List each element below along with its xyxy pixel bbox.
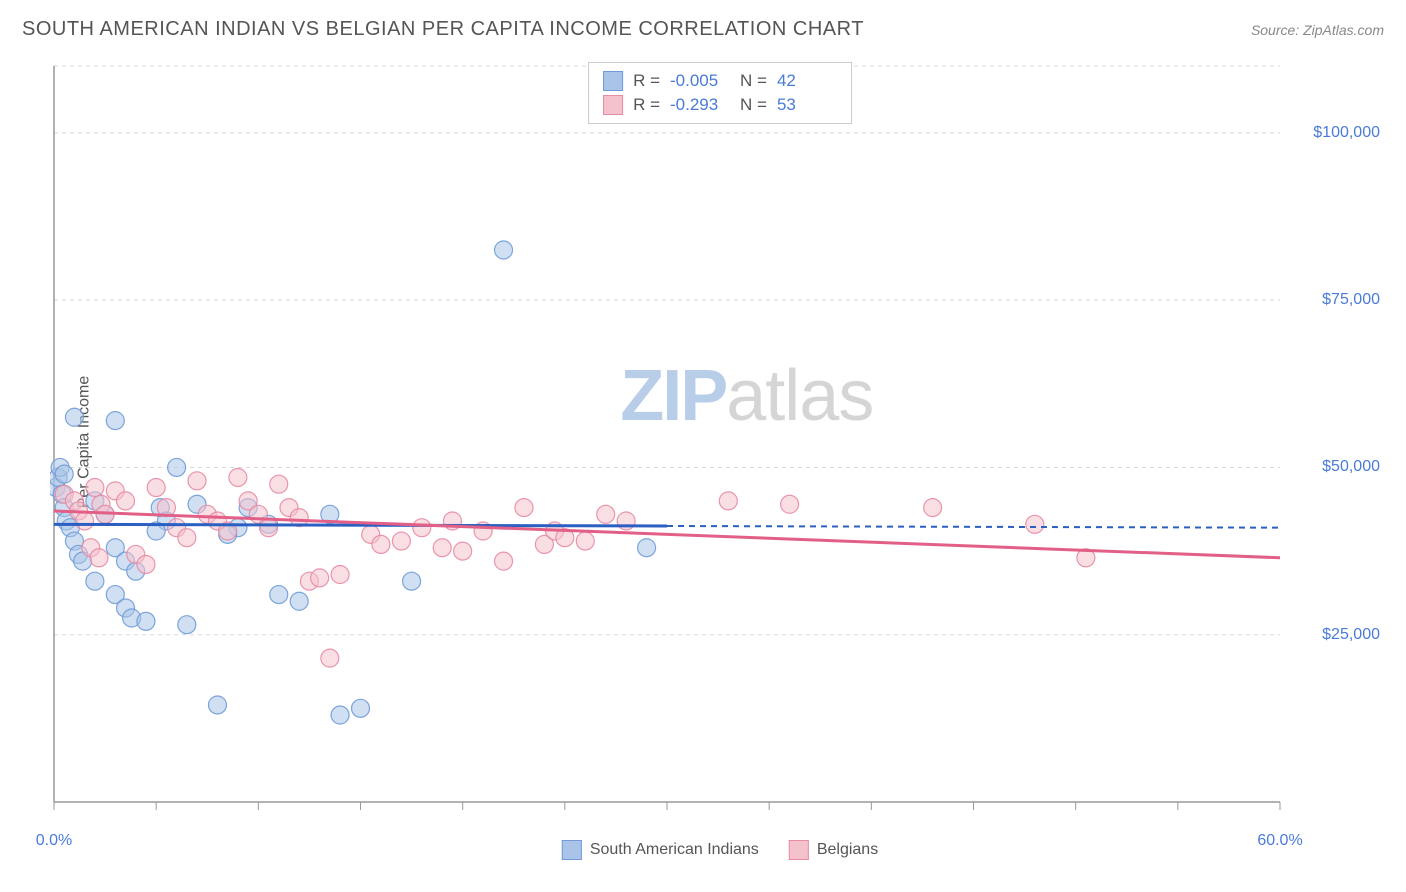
legend-label: South American Indians <box>590 841 759 859</box>
data-point <box>178 616 196 634</box>
data-point <box>260 519 278 537</box>
data-point <box>76 512 94 530</box>
data-point <box>270 475 288 493</box>
scatter-plot <box>50 62 1390 822</box>
x-tick-label: 60.0% <box>1257 832 1302 850</box>
data-point <box>321 649 339 667</box>
data-point <box>413 519 431 537</box>
n-label: N = <box>740 71 767 91</box>
data-point <box>433 539 451 557</box>
data-point <box>106 412 124 430</box>
stats-row: R = -0.293 N = 53 <box>603 93 837 117</box>
legend-label: Belgians <box>817 841 878 859</box>
data-point <box>86 572 104 590</box>
data-point <box>117 492 135 510</box>
data-point <box>495 241 513 259</box>
y-tick-label: $25,000 <box>1322 626 1380 644</box>
data-point <box>495 552 513 570</box>
data-point <box>352 699 370 717</box>
data-point <box>147 479 165 497</box>
stats-row: R = -0.005 N = 42 <box>603 69 837 93</box>
data-point <box>638 539 656 557</box>
data-point <box>55 465 73 483</box>
y-tick-label: $75,000 <box>1322 291 1380 309</box>
n-value: 42 <box>777 71 837 91</box>
data-point <box>403 572 421 590</box>
x-tick-label: 0.0% <box>36 832 72 850</box>
y-tick-label: $50,000 <box>1322 458 1380 476</box>
chart-title: SOUTH AMERICAN INDIAN VS BELGIAN PER CAP… <box>22 18 864 41</box>
data-point <box>515 499 533 517</box>
data-point <box>137 555 155 573</box>
r-label: R = <box>633 95 660 115</box>
data-point <box>372 535 390 553</box>
data-point <box>188 472 206 490</box>
data-point <box>137 612 155 630</box>
data-point <box>1026 515 1044 533</box>
trend-line-extrapolated <box>667 526 1280 528</box>
data-point <box>597 505 615 523</box>
stats-legend: R = -0.005 N = 42 R = -0.293 N = 53 <box>588 62 852 124</box>
data-point <box>331 706 349 724</box>
y-tick-label: $100,000 <box>1313 124 1380 142</box>
series-legend: South American Indians Belgians <box>562 840 878 860</box>
legend-swatch <box>603 95 623 115</box>
data-point <box>178 529 196 547</box>
data-point <box>86 479 104 497</box>
data-point <box>229 468 247 486</box>
r-value: -0.005 <box>670 71 730 91</box>
data-point <box>168 458 186 476</box>
n-label: N = <box>740 95 767 115</box>
data-point <box>392 532 410 550</box>
legend-item: Belgians <box>789 840 878 860</box>
data-point <box>311 569 329 587</box>
chart-container: Per Capita Income ZIPatlas R = -0.005 N … <box>50 62 1390 822</box>
r-label: R = <box>633 71 660 91</box>
data-point <box>719 492 737 510</box>
data-point <box>90 549 108 567</box>
legend-item: South American Indians <box>562 840 759 860</box>
trend-line <box>54 524 667 526</box>
data-point <box>454 542 472 560</box>
data-point <box>290 592 308 610</box>
legend-swatch <box>562 840 582 860</box>
r-value: -0.293 <box>670 95 730 115</box>
data-point <box>65 408 83 426</box>
data-point <box>331 566 349 584</box>
n-value: 53 <box>777 95 837 115</box>
chart-header: SOUTH AMERICAN INDIAN VS BELGIAN PER CAP… <box>0 0 1406 51</box>
data-point <box>924 499 942 517</box>
data-point <box>270 586 288 604</box>
chart-source: Source: ZipAtlas.com <box>1251 22 1384 38</box>
data-point <box>576 532 594 550</box>
data-point <box>208 696 226 714</box>
legend-swatch <box>603 71 623 91</box>
data-point <box>781 495 799 513</box>
legend-swatch <box>789 840 809 860</box>
